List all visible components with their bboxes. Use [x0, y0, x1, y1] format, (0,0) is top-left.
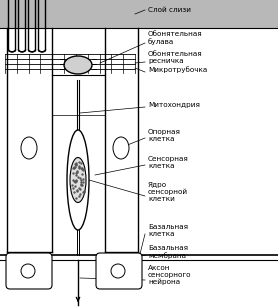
- Ellipse shape: [21, 137, 37, 159]
- Text: Обонятельная
ресничка: Обонятельная ресничка: [148, 50, 203, 64]
- Text: Обонятельная
булава: Обонятельная булава: [148, 31, 203, 45]
- Text: Митохондрия: Митохондрия: [148, 102, 200, 108]
- FancyBboxPatch shape: [96, 253, 142, 289]
- Bar: [0, 0, 278, 28]
- Text: Ядро
сенсорной
клетки: Ядро сенсорной клетки: [148, 182, 188, 202]
- Ellipse shape: [70, 157, 86, 203]
- FancyBboxPatch shape: [6, 253, 52, 289]
- Ellipse shape: [21, 264, 35, 278]
- Text: Слой слизи: Слой слизи: [148, 7, 191, 13]
- Text: Опорная
клетка: Опорная клетка: [148, 129, 181, 142]
- Text: Аксон
сенсорного
нейрона: Аксон сенсорного нейрона: [148, 265, 192, 285]
- Text: Микротрубочка: Микротрубочка: [148, 67, 207, 73]
- Text: Сенсорная
клетка: Сенсорная клетка: [148, 156, 189, 169]
- Text: Базальная
клетка: Базальная клетка: [148, 223, 188, 236]
- Ellipse shape: [113, 137, 129, 159]
- Text: Базальная
мембрана: Базальная мембрана: [148, 245, 188, 259]
- Ellipse shape: [64, 56, 92, 74]
- Ellipse shape: [67, 130, 89, 230]
- Ellipse shape: [111, 264, 125, 278]
